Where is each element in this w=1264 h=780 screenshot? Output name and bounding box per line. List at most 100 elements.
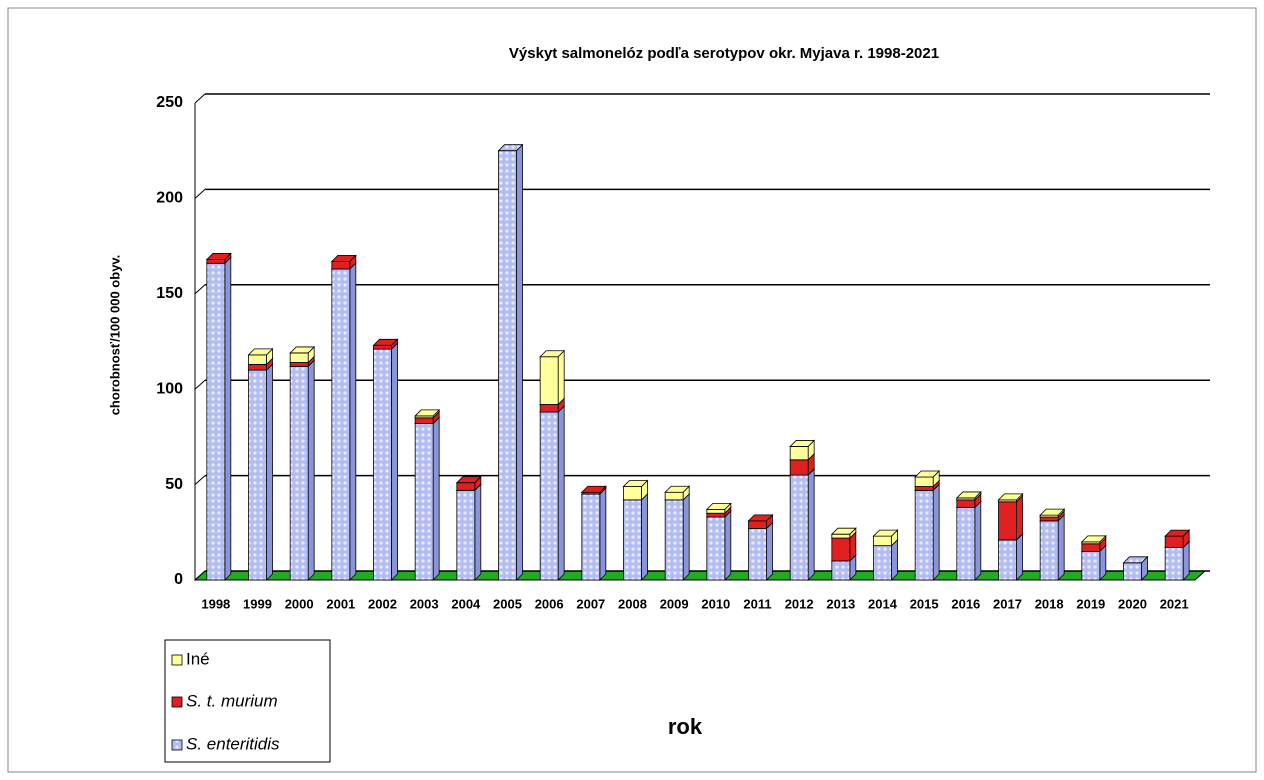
- x-tick-label: 2002: [368, 596, 397, 611]
- bar-side: [932, 483, 940, 581]
- y-tick-label: 200: [156, 190, 183, 207]
- x-axis-label: rok: [668, 714, 703, 739]
- bar: [914, 476, 934, 487]
- bar: [414, 423, 434, 581]
- y-tick-label: 50: [165, 476, 183, 493]
- bar-side: [1016, 532, 1023, 581]
- bar-side: [766, 521, 773, 581]
- grid-connector: [194, 379, 206, 390]
- bar: [248, 354, 267, 365]
- bar-top: [830, 527, 857, 535]
- bar: [206, 259, 226, 264]
- bar-side: [557, 405, 565, 581]
- bar: [623, 499, 642, 581]
- bar-side: [1016, 494, 1023, 541]
- bar-side: [891, 538, 898, 581]
- grid-connector: [194, 475, 206, 485]
- legend-box: [164, 639, 331, 763]
- bar-top: [705, 503, 732, 510]
- bar: [456, 482, 476, 491]
- bar-side: [474, 483, 482, 581]
- x-tick-label: 2013: [826, 596, 855, 611]
- bar: [1123, 562, 1142, 581]
- bar-top: [997, 493, 1024, 501]
- grid-connector: [194, 189, 206, 199]
- chart-title: Výskyt salmonelóz podľa serotypov okr. M…: [509, 45, 939, 62]
- bar-side: [307, 359, 315, 581]
- bar: [1039, 520, 1059, 581]
- bar: [914, 489, 934, 581]
- x-tick-label: 2017: [993, 596, 1022, 611]
- grid-connector: [194, 284, 206, 295]
- x-tick-label: 2008: [618, 596, 647, 611]
- bar-side: [1057, 513, 1065, 581]
- y-axis-label: chorobnosť/100 000 obyv.: [107, 255, 122, 416]
- y-tick-label: 100: [156, 380, 183, 397]
- bar-top: [789, 440, 816, 447]
- bar-side: [1182, 540, 1190, 581]
- bar-side: [391, 342, 398, 581]
- x-tick-label: 2001: [326, 596, 355, 611]
- bar-side: [682, 492, 690, 581]
- x-tick-label: 2006: [535, 596, 564, 611]
- bar: [456, 489, 476, 581]
- bar: [873, 535, 892, 547]
- bar: [664, 499, 684, 581]
- bar: [289, 362, 309, 367]
- legend-swatch: [171, 654, 183, 666]
- bar: [248, 363, 267, 371]
- bar: [1164, 535, 1184, 548]
- bar-top: [580, 485, 607, 493]
- bar-side: [724, 510, 732, 581]
- bar-side: [599, 487, 607, 581]
- bar: [539, 411, 559, 581]
- bar-top: [1039, 508, 1066, 516]
- bar-top: [289, 346, 316, 354]
- bar-top: [1164, 529, 1191, 537]
- x-tick-label: 1999: [243, 596, 272, 611]
- bar: [248, 369, 267, 581]
- x-tick-label: 2015: [910, 596, 939, 611]
- bar: [706, 516, 726, 581]
- legend-label: S. t. murium: [186, 691, 278, 710]
- bar: [998, 501, 1017, 541]
- x-tick-label: 2003: [410, 596, 439, 611]
- y-tick-label: 150: [156, 285, 183, 302]
- bar: [1039, 516, 1059, 522]
- grid-connector: [194, 93, 206, 104]
- legend-swatch: [171, 739, 183, 751]
- x-tick-label: 2007: [576, 596, 605, 611]
- bar: [498, 150, 517, 581]
- bar-top: [455, 476, 482, 484]
- bar-side: [974, 500, 982, 581]
- bar: [748, 528, 767, 581]
- bar-top: [1122, 556, 1149, 564]
- x-tick-label: 1998: [201, 596, 230, 611]
- x-tick-label: 2016: [951, 596, 980, 611]
- bar-top: [414, 409, 441, 417]
- bar: [623, 486, 642, 501]
- bar-side: [516, 143, 523, 581]
- x-tick-label: 2011: [743, 596, 771, 611]
- x-tick-label: 2019: [1076, 596, 1105, 611]
- bar: [831, 533, 851, 539]
- bar: [748, 520, 767, 529]
- bar: [664, 491, 684, 501]
- x-tick-label: 2005: [493, 596, 522, 611]
- bar-top: [872, 529, 899, 537]
- bar: [206, 262, 226, 581]
- y-tick-label: 250: [156, 94, 183, 111]
- bar-side: [641, 492, 648, 581]
- bar: [914, 486, 934, 491]
- y-tick-label: 0: [174, 571, 183, 588]
- grid-connector: [194, 570, 206, 581]
- bar: [581, 493, 601, 581]
- bar-top: [247, 348, 274, 356]
- x-tick-label: 2004: [451, 596, 481, 611]
- bar: [831, 560, 851, 581]
- bar: [289, 352, 309, 363]
- bar-top: [914, 470, 941, 478]
- bar: [789, 459, 809, 476]
- legend-label: Iné: [186, 649, 210, 668]
- bar: [998, 539, 1017, 581]
